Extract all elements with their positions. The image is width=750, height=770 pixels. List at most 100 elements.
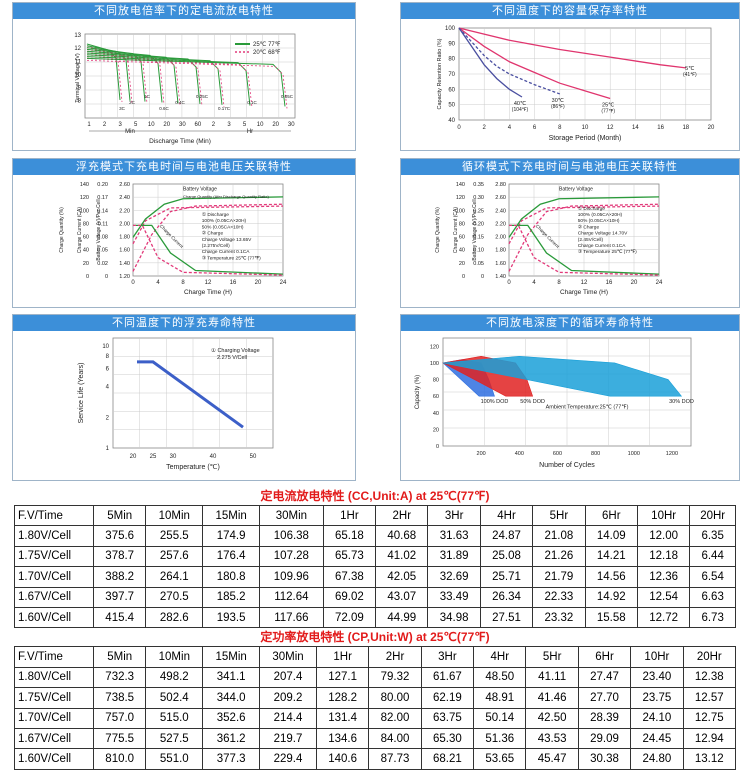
- charge-qty-tick: 40: [83, 248, 89, 254]
- voltage-tick: 1.80: [495, 248, 506, 254]
- table-cell: 229.4: [259, 748, 317, 770]
- rate-label: 0.25C: [196, 94, 209, 99]
- legend-label: 20℃ 68℉: [253, 50, 281, 56]
- table-row: 1.67V/Cell 397.7 270.5 185.2 112.64 69.02 43.0…: [14, 586, 736, 608]
- column-header: 10Min: [145, 646, 204, 668]
- table-cell: 68.21: [420, 748, 475, 770]
- table-cell: 51.36: [473, 727, 527, 750]
- charge-qty-tick: 20: [83, 261, 89, 267]
- table-cell: 33.49: [427, 586, 481, 608]
- table-cell: 109.96: [259, 566, 324, 588]
- x-tick: 10: [148, 122, 155, 128]
- table-cell: 775.5: [92, 727, 147, 750]
- annotation: 50% (0.05CA×10H): [578, 218, 620, 224]
- series-label: (77℉): [601, 109, 615, 115]
- voltage-tick: 2.60: [495, 195, 506, 201]
- series-label: 5℃: [685, 66, 695, 72]
- row-label: 1.80V/Cell: [14, 666, 94, 689]
- table-cell: 515.0: [145, 707, 204, 729]
- series-label: 25℃: [602, 103, 615, 109]
- y-tick: 9: [78, 86, 82, 92]
- x-tick: 600: [553, 451, 562, 457]
- table-cell: 757.0: [92, 707, 147, 729]
- charge-qty-curve: [508, 203, 660, 272]
- annotation: Battery Voltage: [559, 186, 593, 192]
- cycle-life-chart: Capacity (%) 0 20 40 60 80 100 120 200 400 600 800 1…: [415, 337, 694, 469]
- hr-label: Hr: [247, 129, 253, 135]
- y-tick: 100: [445, 26, 456, 32]
- table-cell: 42.50: [525, 707, 579, 729]
- series-label: 30℃: [552, 98, 565, 104]
- table-cell: 43.07: [375, 586, 429, 608]
- x-tick: 4: [156, 280, 160, 286]
- panel-title: 循环模式下充电时间与电池电压关联特性: [401, 159, 739, 175]
- rate-label: 0.05C: [281, 94, 294, 99]
- table-cell: 43.53: [525, 727, 579, 750]
- float-charge-panel: 浮充模式下充电时间与电池电压关联特性 0 20 40 60 80 100 120 140 0 0.…: [12, 158, 356, 308]
- current-tick: 0: [105, 274, 108, 280]
- column-header: 6Hr: [584, 504, 638, 527]
- table-cell: 25.08: [479, 545, 534, 568]
- current-curve: [133, 224, 284, 275]
- discharge-curve: [86, 52, 181, 106]
- table-cell: 65.73: [322, 545, 377, 568]
- y-tick: 2: [106, 415, 110, 421]
- table-cell: 53.65: [473, 748, 527, 770]
- table-cell: 63.75: [420, 707, 475, 729]
- row-label: 1.67V/Cell: [14, 727, 94, 750]
- column-header: 6Hr: [577, 646, 632, 668]
- row-label: 1.75V/Cell: [14, 687, 94, 709]
- y-axis-label: Battery Voltage (V)/Per Cell: [472, 199, 478, 260]
- row-label: 1.67V/Cell: [14, 586, 94, 608]
- cc-table: 定电流放电特性 (CC,Unit:A) at 25℃(77℉) F.V/Time 5…: [14, 486, 736, 629]
- cycle-life-panel: 不同放电深度下的循环寿命特性 Capacity (%) 0 20 40 60 80 100 1…: [400, 314, 740, 481]
- table-cell: 128.2: [315, 687, 370, 709]
- voltage-tick: 2.00: [495, 235, 506, 241]
- retention-curve: [458, 27, 561, 95]
- column-header: 5Hr: [525, 646, 579, 668]
- column-header: 30Min: [259, 504, 324, 527]
- y-tick: 80: [433, 378, 439, 384]
- table-cell: 415.4: [92, 606, 147, 629]
- x-tick: 24: [280, 280, 287, 286]
- charge-qty-tick: 120: [456, 195, 465, 201]
- table-cell: 12.75: [682, 707, 737, 729]
- y-tick: 8: [78, 99, 82, 105]
- table-cell: 62.19: [420, 687, 475, 709]
- x-tick: 12: [581, 280, 588, 286]
- charge-qty-curve: [508, 205, 660, 245]
- y-tick: 60: [448, 87, 455, 93]
- table-cell: 185.2: [202, 586, 261, 608]
- table-row: 1.60V/Cell 415.4 282.6 193.5 117.66 72.09 44.9…: [14, 606, 736, 629]
- column-header: 1Hr: [322, 504, 377, 527]
- annotation: Charge Voltage 14.70V: [578, 231, 628, 237]
- table-cell: 6.35: [689, 525, 736, 547]
- table-cell: 31.89: [427, 545, 481, 568]
- table-cell: 127.1: [315, 666, 370, 689]
- table-cell: 34.98: [427, 606, 481, 629]
- panel-title: 不同放电倍率下的定电流放电特性: [13, 3, 355, 19]
- table-cell: 22.33: [532, 586, 586, 608]
- retention-curve: [458, 27, 611, 100]
- table-cell: 378.7: [92, 545, 147, 568]
- table-cell: 6.63: [689, 586, 736, 608]
- annotation: 100% (0.05CA×20H): [578, 212, 623, 218]
- series-label: (41℉): [683, 72, 697, 78]
- table-cell: 117.66: [259, 606, 324, 629]
- current-tick: 0.15: [473, 235, 484, 241]
- annotation: ① Discharge: [202, 212, 230, 218]
- table-row: 1.67V/Cell 775.5 527.5 361.2 219.7 134.6 84.00…: [14, 727, 737, 750]
- voltage-tick: 2.60: [119, 182, 130, 188]
- table-cell: 82.00: [368, 707, 422, 729]
- y-tick: 100: [430, 361, 439, 367]
- column-header: 10Hr: [636, 504, 691, 527]
- table-cell: 352.6: [202, 707, 261, 729]
- voltage-tick: 1.40: [119, 261, 130, 267]
- x-tick: 1000: [628, 451, 640, 457]
- current-tick: 0.30: [473, 195, 484, 201]
- y-axis-label: Terminal Voltage (V): [75, 53, 81, 103]
- table-cell: 12.72: [636, 606, 691, 629]
- table-cell: 31.63: [427, 525, 481, 547]
- annotation: ② Charge: [202, 231, 224, 237]
- x-tick: 16: [230, 280, 237, 286]
